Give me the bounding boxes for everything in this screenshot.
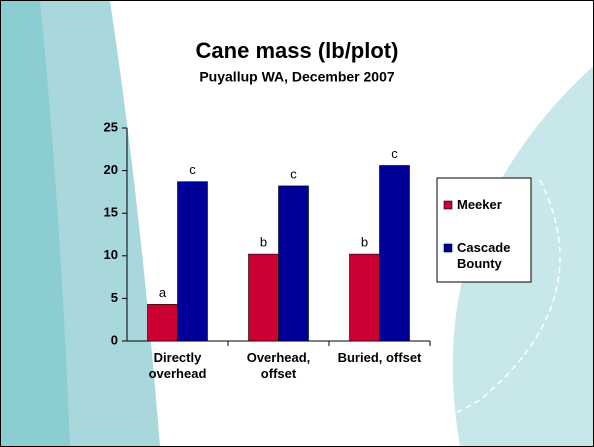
y-tick-label: 20 — [104, 162, 118, 177]
bar — [248, 253, 279, 342]
bar — [278, 185, 309, 342]
chart-title: Cane mass (lb/plot) — [196, 38, 399, 63]
decor-curve — [249, 179, 561, 442]
legend-label: Cascade Bounty — [457, 240, 511, 271]
bar-letter: c — [189, 162, 196, 177]
y-tick-label: 0 — [111, 332, 118, 347]
bar-letter: b — [260, 235, 267, 250]
bar-letter: b — [361, 235, 368, 250]
y-tick-label: 25 — [104, 119, 118, 134]
bar — [349, 253, 380, 342]
chart-subtitle: Puyallup WA, December 2007 — [199, 69, 395, 85]
x-tick-label: Buried, offset — [337, 350, 422, 365]
legend-swatch — [443, 243, 453, 253]
bar — [379, 165, 410, 342]
bar-letter: c — [290, 166, 297, 181]
bar-letter: c — [391, 146, 398, 161]
y-tick-label: 15 — [104, 205, 118, 220]
legend-label: Meeker — [457, 197, 502, 212]
x-tick-label: Overhead, offset — [246, 350, 311, 381]
bar — [147, 304, 178, 342]
background-band — [1, 1, 70, 446]
y-tick-label: 10 — [104, 247, 118, 262]
x-tick-label: Directly overhead — [148, 350, 207, 381]
bar — [177, 181, 208, 342]
legend-box — [436, 177, 532, 283]
bar-letter: a — [159, 285, 167, 300]
y-tick-label: 5 — [111, 290, 118, 305]
legend-swatch — [443, 200, 453, 210]
